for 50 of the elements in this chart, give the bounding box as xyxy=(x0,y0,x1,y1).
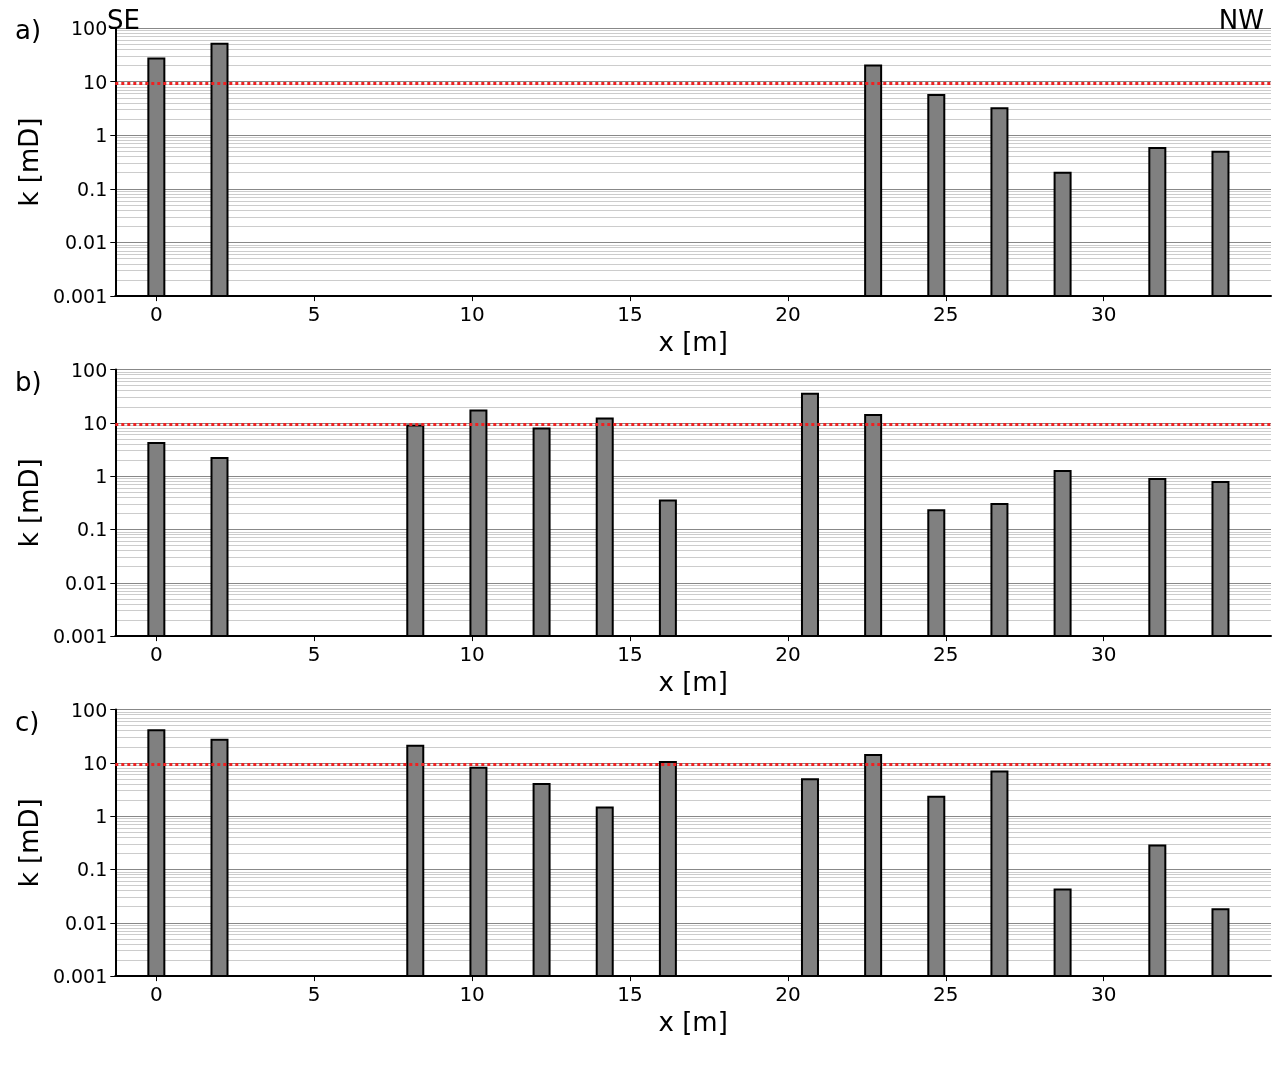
annotation: SE xyxy=(107,5,140,35)
y-axis-title: k [mD] xyxy=(14,458,44,548)
x-tick-label: 0 xyxy=(149,302,163,327)
x-tick-label: 5 xyxy=(307,982,321,1007)
y-axis-title: k [mD] xyxy=(14,117,44,207)
x-tick-label: 0 xyxy=(149,982,163,1007)
x-tick-label: 25 xyxy=(933,642,959,667)
y-axis-title: k [mD] xyxy=(14,798,44,888)
y-tick-label: 0.01 xyxy=(64,911,108,934)
x-tick-label: 30 xyxy=(1090,982,1117,1007)
x-tick-label: 30 xyxy=(1090,642,1117,667)
x-tick-label: 15 xyxy=(617,642,643,667)
chart-title: c) xyxy=(15,707,40,737)
x-tick-label: 5 xyxy=(307,302,321,327)
x-tick-label: 0 xyxy=(149,642,163,667)
x-axis-title: x [m] xyxy=(658,327,728,357)
y-tick-label: 1 xyxy=(95,124,108,147)
y-tick-label: 1 xyxy=(95,465,108,488)
x-tick-label: 20 xyxy=(775,302,801,327)
x-tick-label: 10 xyxy=(459,302,485,327)
chart-title: a) xyxy=(15,15,42,45)
x-tick-label: 25 xyxy=(933,302,959,327)
x-axis-title: x [m] xyxy=(658,1007,728,1037)
y-tick-label: 0.001 xyxy=(52,625,108,648)
x-tick-label: 30 xyxy=(1090,302,1117,327)
y-tick-label: 10 xyxy=(83,751,108,774)
x-tick-label: 10 xyxy=(459,642,485,667)
y-tick-label: 0.1 xyxy=(77,858,108,881)
x-tick-label: 20 xyxy=(775,982,801,1007)
x-tick-label: 5 xyxy=(307,642,321,667)
y-tick-label: 0.1 xyxy=(77,518,108,541)
annotation: NW xyxy=(1218,5,1265,35)
y-tick-label: 0.1 xyxy=(77,177,108,200)
x-tick-label: 25 xyxy=(933,982,959,1007)
y-tick-label: 100 xyxy=(71,358,108,381)
y-tick-label: 1 xyxy=(95,805,108,828)
y-tick-label: 100 xyxy=(71,17,108,39)
y-tick-label: 0.01 xyxy=(64,571,108,594)
y-tick-label: 100 xyxy=(71,698,108,721)
x-tick-label: 20 xyxy=(775,642,801,667)
x-tick-label: 15 xyxy=(617,302,643,327)
y-tick-label: 0.01 xyxy=(64,231,108,254)
x-axis-title: x [m] xyxy=(658,667,728,697)
y-tick-label: 0.001 xyxy=(52,965,108,988)
x-tick-label: 10 xyxy=(459,982,485,1007)
x-tick-label: 15 xyxy=(617,982,643,1007)
y-tick-label: 10 xyxy=(83,70,108,93)
y-tick-label: 10 xyxy=(83,411,108,434)
chart-title: b) xyxy=(15,367,42,397)
y-tick-label: 0.001 xyxy=(52,285,108,308)
